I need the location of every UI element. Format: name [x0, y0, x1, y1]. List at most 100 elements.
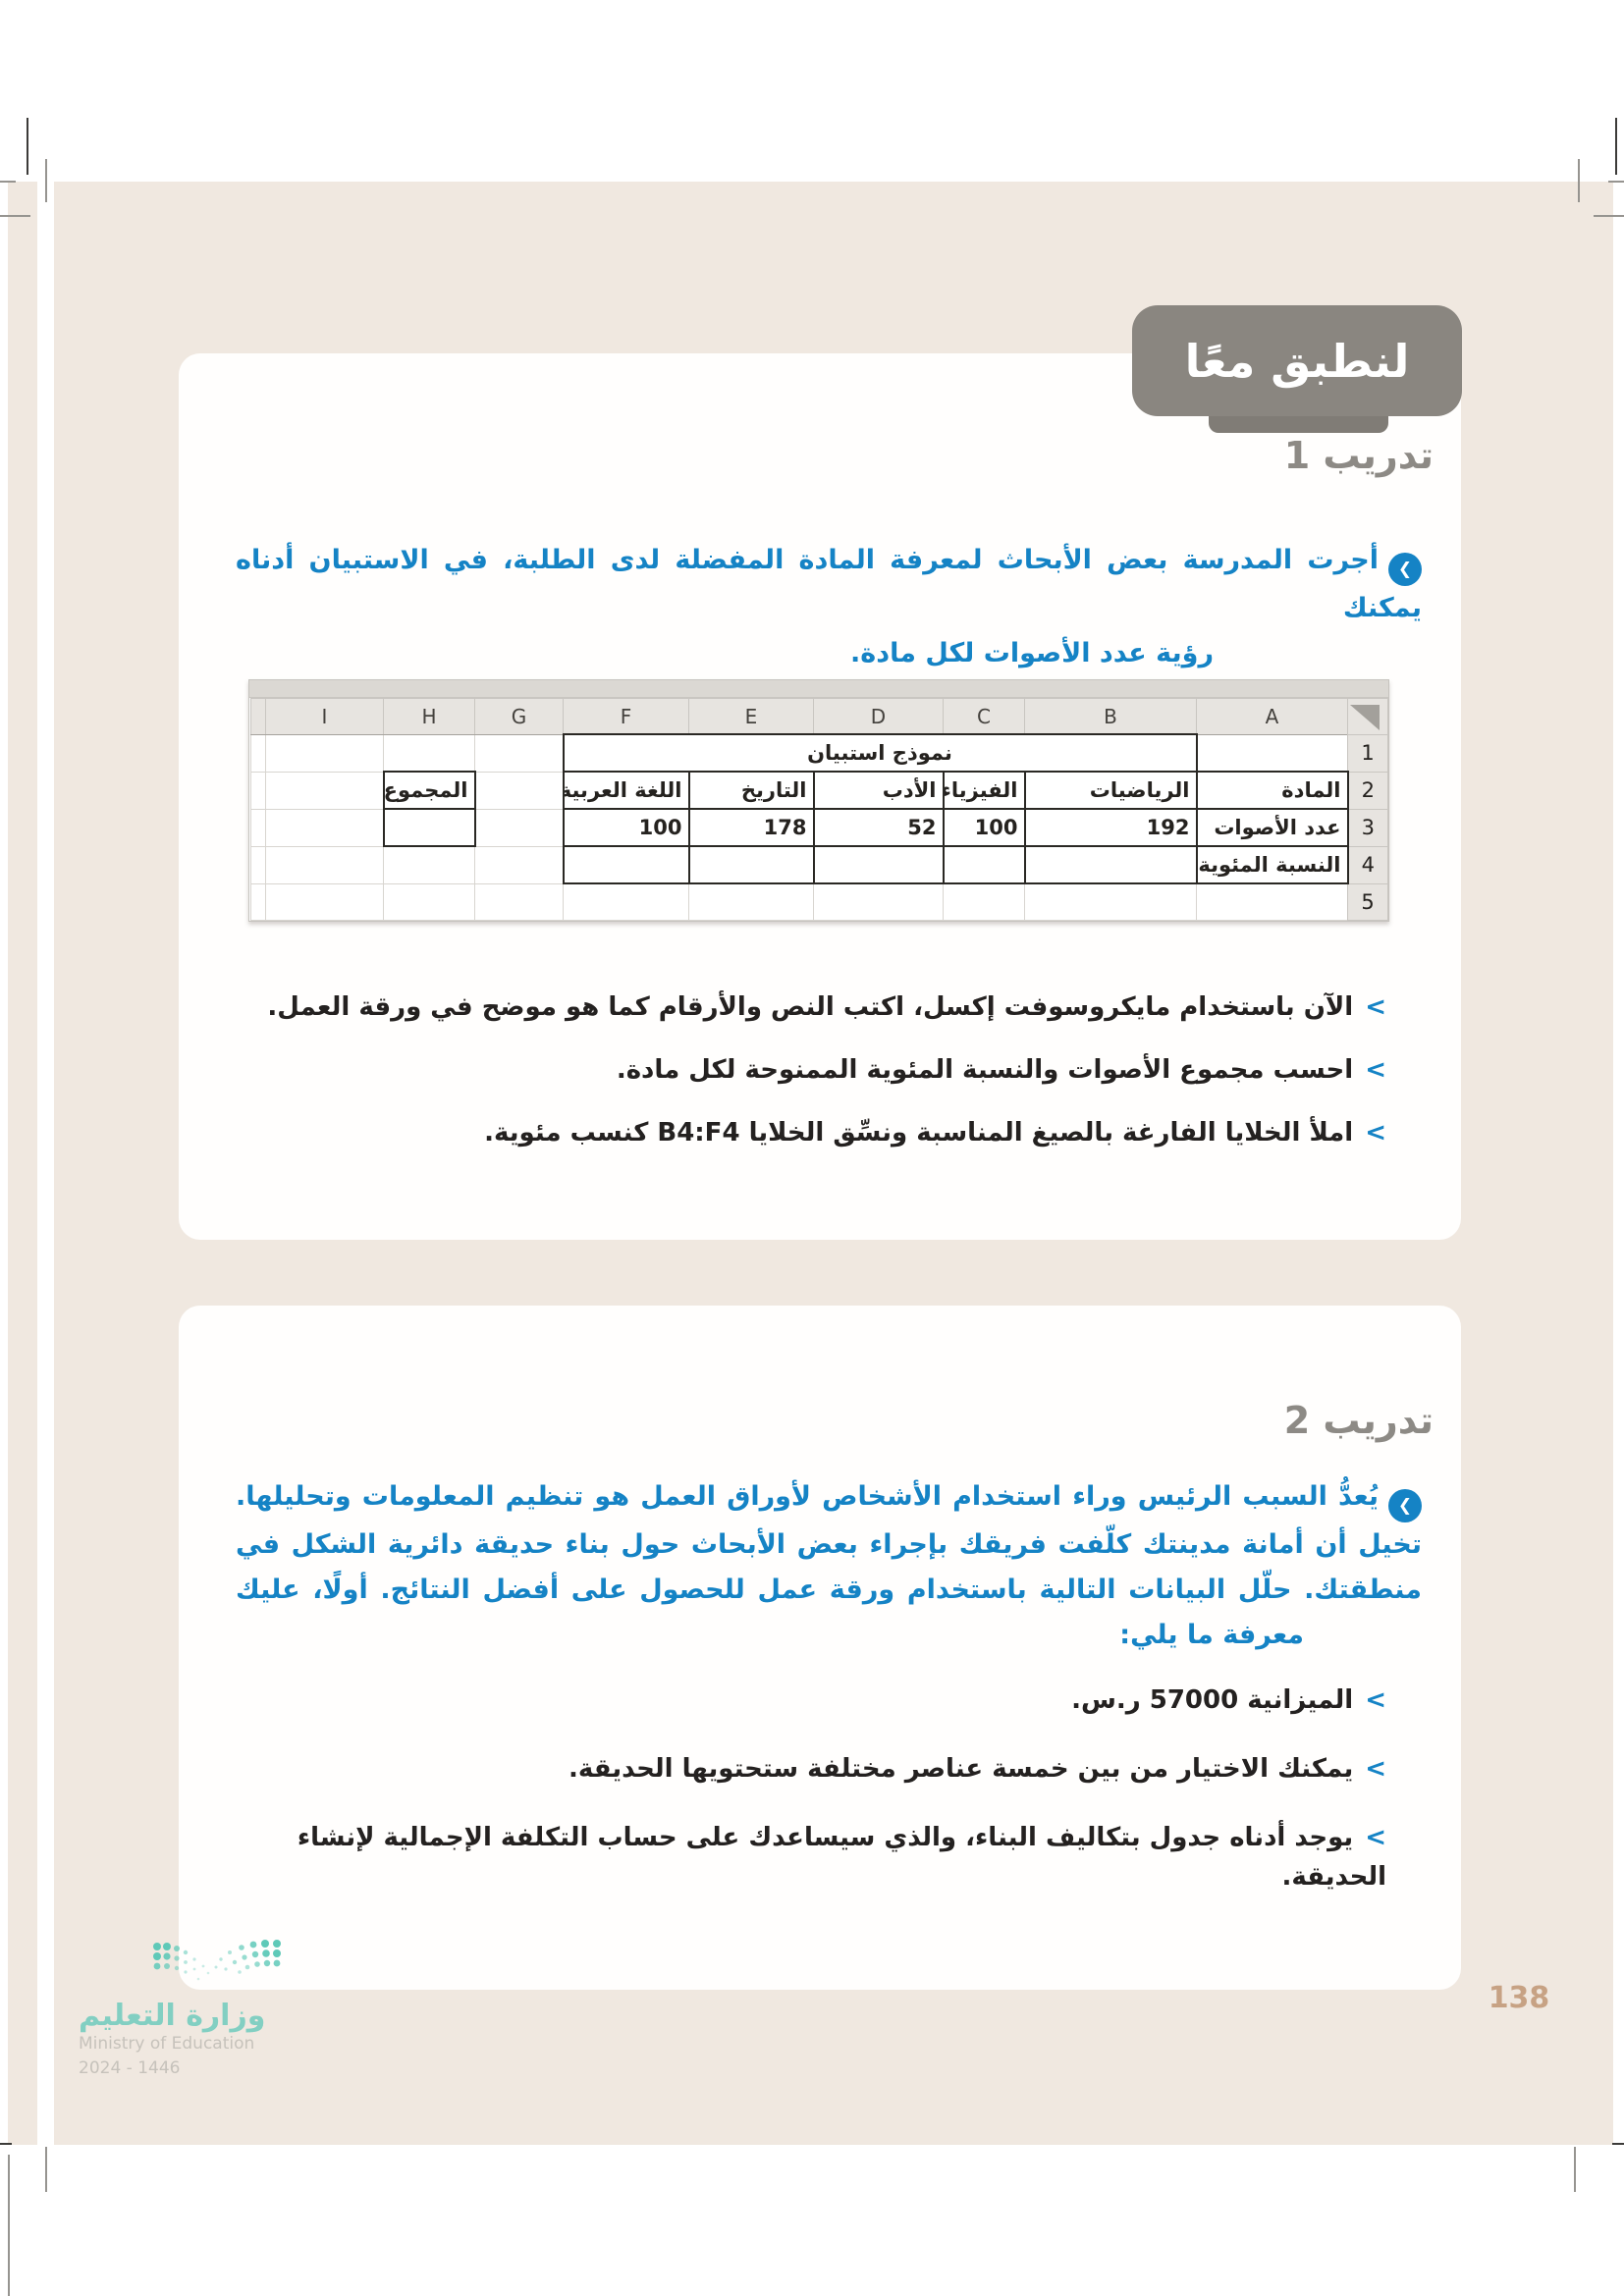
- sheet-cell-e3: 178: [687, 808, 815, 847]
- exercise1-title: تدريب 1: [1283, 434, 1434, 477]
- row-number: 3: [1347, 808, 1388, 847]
- sheet-cell-h2: المجموع: [382, 771, 476, 810]
- exercise1-intro: ❮أجرت المدرسة بعض الأبحاث لمعرفة المادة …: [236, 538, 1422, 676]
- bullet-chevron-icon: <: [1365, 1118, 1386, 1148]
- column-header: B: [1024, 698, 1197, 735]
- exercise2-intro-text: يُعدُّ السبب الرئيس وراء استخدام الأشخاص…: [236, 1481, 1379, 1512]
- bullet-item: < يمكنك الاختيار من بين خمسة عناصر مختلفة…: [236, 1749, 1386, 1789]
- column-header: F: [563, 698, 689, 735]
- sheet-row-1: 1 نموذج استبيان: [250, 733, 1388, 773]
- sheet-cell: [474, 845, 564, 884]
- exercise1-intro-text: أجرت المدرسة بعض الأبحاث لمعرفة المادة ا…: [236, 545, 1422, 623]
- exercise2-intro-line: ❮ يُعدُّ السبب الرئيس وراء استخدام الأشخا…: [236, 1474, 1422, 1522]
- edition-years: 2024 - 1446: [79, 2058, 181, 2078]
- ministry-name-arabic: وزارة التعليم: [79, 1999, 266, 2033]
- exercise2-intro: ❮ يُعدُّ السبب الرئيس وراء استخدام الأشخا…: [236, 1474, 1422, 1658]
- sheet-row-4: 4 النسبة المئوية: [250, 845, 1388, 884]
- sheet-cell: [265, 808, 384, 847]
- column-header: C: [943, 698, 1025, 735]
- sheet-cell: [250, 808, 266, 847]
- ministry-logo-dots: [153, 1940, 281, 1981]
- bullet-text: يمكنك الاختيار من بين خمسة عناصر مختلفة …: [568, 1754, 1354, 1784]
- page-number: 138: [1488, 1981, 1550, 2015]
- sheet-cell: [265, 771, 384, 810]
- bullet-text: الآن باستخدام مايكروسوفت إكسل، اكتب النص…: [267, 992, 1354, 1022]
- badge-tab: [1209, 415, 1388, 433]
- sheet-cell-e4: [687, 845, 815, 884]
- column-header-row: A B C D E F G H I: [250, 698, 1388, 735]
- sheet-cell: [1196, 882, 1348, 921]
- sheet-cell: [474, 808, 564, 847]
- survey-title-cell: نموذج استبيان: [562, 733, 1198, 773]
- select-all-corner: [1347, 698, 1388, 735]
- crop-mark: [1615, 118, 1617, 175]
- row-number: 2: [1347, 771, 1388, 810]
- bullet-chevron-icon: <: [1365, 992, 1386, 1022]
- bullet-item: < املأ الخلايا الفارغة بالصيغ المناسبة ون…: [236, 1113, 1386, 1152]
- sheet-cell-d2: الأدب: [812, 771, 945, 810]
- chevron-circle-icon: ❮: [1388, 553, 1422, 586]
- exercise1-intro-line: رؤية عدد الأصوات لكل مادة.: [850, 638, 1214, 668]
- sheet-cell-b2: الرياضيات: [1023, 771, 1198, 810]
- row-number: 5: [1347, 882, 1388, 921]
- sheet-cell: [813, 882, 944, 921]
- sheet-row-2: 2 المادة الرياضيات الفيزياء الأدب التاري…: [250, 771, 1388, 810]
- column-header: D: [813, 698, 944, 735]
- sheet-cell-f2: اللغة العربية: [562, 771, 690, 810]
- crop-mark: [8, 2155, 10, 2296]
- sheet-cell-e2: التاريخ: [687, 771, 815, 810]
- sheet-cell-f3: 100: [562, 808, 690, 847]
- row-number: 4: [1347, 845, 1388, 884]
- sheet-cell: [383, 882, 475, 921]
- worksheet-grid: A B C D E F G H I 1 نموذج استبيان: [250, 698, 1388, 921]
- sheet-cell: [474, 771, 564, 810]
- sheet-cell: [250, 845, 266, 884]
- sheet-cell: [250, 733, 266, 773]
- sheet-cell-b4: [1023, 845, 1198, 884]
- bullet-text: املأ الخلايا الفارغة بالصيغ المناسبة ونس…: [484, 1118, 1354, 1148]
- sheet-cell-d3: 52: [812, 808, 945, 847]
- sheet-cell-f4: [562, 845, 690, 884]
- bullet-text: احسب مجموع الأصوات والنسبة المئوية الممن…: [616, 1055, 1354, 1085]
- sheet-cell: [265, 733, 384, 773]
- crop-mark: [0, 181, 16, 183]
- sheet-cell: [250, 882, 266, 921]
- sheet-cell: [1196, 733, 1348, 773]
- bullet-chevron-icon: <: [1365, 1754, 1386, 1784]
- crop-mark: [1574, 2147, 1576, 2192]
- bullet-chevron-icon: <: [1365, 1823, 1386, 1852]
- sheet-cell-a3: عدد الأصوات: [1195, 808, 1349, 847]
- exercise1-intro-line: ❮أجرت المدرسة بعض الأبحاث لمعرفة المادة …: [236, 538, 1422, 631]
- section-badge: لنطبق معًا: [1132, 305, 1462, 416]
- exercise2-title: تدريب 2: [1283, 1399, 1434, 1442]
- exercise2-intro-line: منطقتك. حلّل البيانات التالية باستخدام و…: [236, 1575, 1422, 1605]
- crop-mark: [1612, 2143, 1624, 2145]
- sheet-top-strip: [249, 680, 1388, 698]
- crop-mark: [0, 215, 30, 217]
- sheet-cell: [943, 882, 1025, 921]
- sheet-cell-a4: النسبة المئوية: [1195, 845, 1349, 884]
- sheet-cell: [563, 882, 689, 921]
- crop-mark: [27, 118, 28, 175]
- ministry-name-english: Ministry of Education: [79, 2034, 255, 2054]
- exercise1-bullets: < الآن باستخدام مايكروسوفت إكسل، اكتب الن…: [236, 988, 1386, 1176]
- sheet-cell-h3: [382, 808, 476, 847]
- row-number: 1: [1347, 733, 1388, 773]
- sheet-row-3: 3 عدد الأصوات 192 100 52 178 100: [250, 808, 1388, 847]
- bullet-item: < الآن باستخدام مايكروسوفت إكسل، اكتب الن…: [236, 988, 1386, 1027]
- sheet-cell: [1024, 882, 1197, 921]
- column-header: H: [383, 698, 475, 735]
- sheet-cell-c4: [942, 845, 1026, 884]
- sheet-cell-d4: [812, 845, 945, 884]
- crop-mark: [0, 2143, 12, 2145]
- bullet-chevron-icon: <: [1365, 1685, 1386, 1715]
- bullet-item: <يوجد أدناه جدول بتكاليف البناء، والذي س…: [236, 1818, 1386, 1896]
- column-header: E: [688, 698, 814, 735]
- section-badge-label: لنطبق معًا: [1184, 334, 1410, 388]
- bullet-item: < احسب مجموع الأصوات والنسبة المئوية المم…: [236, 1050, 1386, 1090]
- bullet-item: < الميزانية 57000 ر.س.: [236, 1681, 1386, 1720]
- crop-mark: [1594, 215, 1624, 217]
- sheet-cell: [474, 733, 564, 773]
- crop-mark: [1578, 159, 1580, 202]
- sheet-cell-a2: المادة: [1195, 771, 1349, 810]
